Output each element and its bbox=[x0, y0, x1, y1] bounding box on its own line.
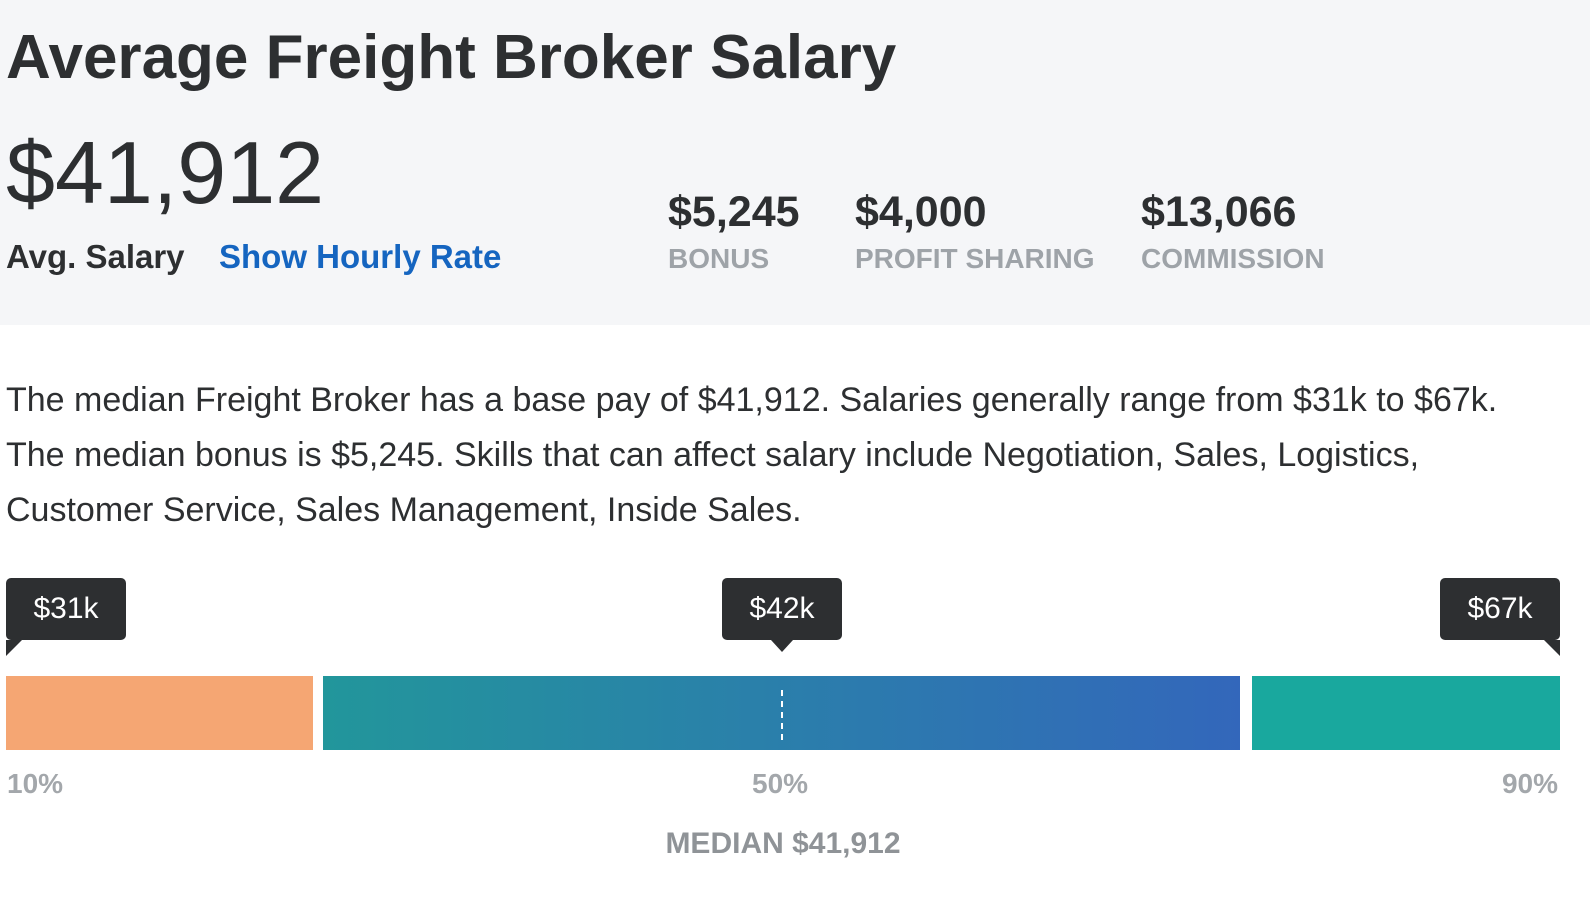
hourly-link[interactable]: Show Hourly Rate bbox=[219, 238, 502, 275]
stat-label: PROFIT SHARING bbox=[855, 243, 1095, 274]
stat-value: $4,000 bbox=[855, 188, 987, 236]
stat-value: $13,066 bbox=[1141, 188, 1297, 236]
tooltip-pointer bbox=[771, 640, 793, 652]
range-tooltip: $31k bbox=[6, 578, 126, 640]
range-tooltip: $67k bbox=[1440, 578, 1560, 640]
title: Average Freight Broker Salary bbox=[6, 23, 897, 92]
range-segment bbox=[1252, 676, 1560, 750]
percentile-label: 90% bbox=[1501, 768, 1558, 799]
percentile-label: 10% bbox=[7, 768, 64, 799]
range-segment bbox=[6, 676, 313, 750]
stat-label: COMMISSION bbox=[1141, 243, 1325, 274]
stat-label: BONUS bbox=[668, 243, 770, 274]
stat-value: $5,245 bbox=[668, 188, 800, 236]
percentile-label: 50% bbox=[752, 768, 809, 799]
median-label: MEDIAN $41,912 bbox=[665, 827, 901, 860]
median-line bbox=[781, 690, 783, 740]
tooltip-pointer bbox=[6, 640, 22, 656]
description: The median Freight Broker has a base pay… bbox=[6, 381, 1498, 529]
header bbox=[0, 0, 1590, 325]
range-tooltip: $42k bbox=[722, 578, 842, 640]
tooltip-pointer bbox=[1544, 640, 1560, 656]
salary: $41,912 bbox=[6, 123, 325, 222]
salary-label: Avg. Salary bbox=[6, 238, 185, 275]
